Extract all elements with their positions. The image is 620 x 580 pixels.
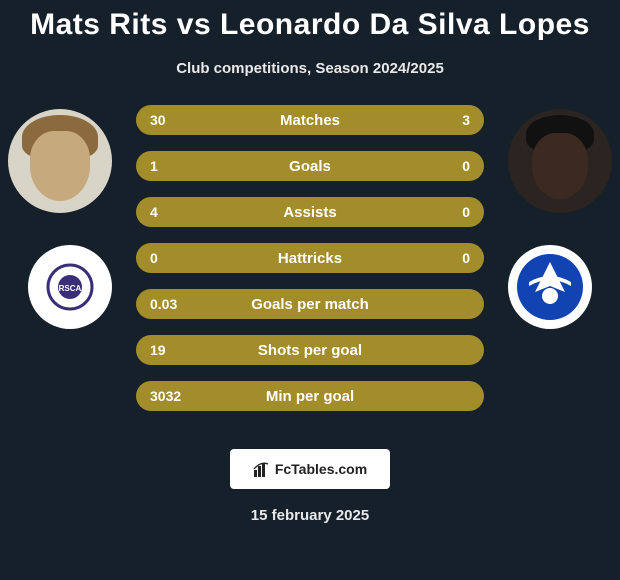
club-left-logo: RSCA [28, 245, 112, 329]
stat-label: Min per goal [136, 388, 484, 405]
stat-bar: 4Assists0 [136, 197, 484, 227]
stat-bars: 30Matches31Goals04Assists00Hattricks00.0… [136, 105, 484, 427]
stat-left-value: 0 [150, 250, 158, 266]
stat-left-value: 30 [150, 112, 166, 128]
stat-bar: 1Goals0 [136, 151, 484, 181]
stat-bar: 3032Min per goal [136, 381, 484, 411]
stat-right-value: 0 [462, 158, 470, 174]
stat-left-value: 4 [150, 204, 158, 220]
stat-right-value: 3 [462, 112, 470, 128]
svg-text:RSCA: RSCA [59, 284, 82, 293]
stat-label: Goals per match [136, 296, 484, 313]
page-title: Mats Rits vs Leonardo Da Silva Lopes [0, 0, 620, 42]
comparison-panel: RSCA 30Matches31Goals04Assists00Hattrick… [0, 105, 620, 435]
brand-text: FcTables.com [275, 461, 367, 477]
stat-label: Assists [136, 204, 484, 221]
stat-bar: 19Shots per goal [136, 335, 484, 365]
stat-label: Goals [136, 158, 484, 175]
stat-left-value: 3032 [150, 388, 181, 404]
stat-label: Shots per goal [136, 342, 484, 359]
stat-right-value: 0 [462, 250, 470, 266]
stat-left-value: 19 [150, 342, 166, 358]
club-right-logo [508, 245, 592, 329]
player-right-avatar [508, 109, 612, 213]
stat-left-value: 0.03 [150, 296, 177, 312]
stat-left-value: 1 [150, 158, 158, 174]
stat-label: Hattricks [136, 250, 484, 267]
brand-badge: FcTables.com [230, 449, 390, 489]
player-left-avatar [8, 109, 112, 213]
stat-right-value: 0 [462, 204, 470, 220]
date-text: 15 february 2025 [0, 507, 620, 524]
stat-label: Matches [136, 112, 484, 129]
stat-bar: 0Hattricks0 [136, 243, 484, 273]
stat-bar: 0.03Goals per match [136, 289, 484, 319]
page-subtitle: Club competitions, Season 2024/2025 [0, 60, 620, 77]
stat-bar: 30Matches3 [136, 105, 484, 135]
